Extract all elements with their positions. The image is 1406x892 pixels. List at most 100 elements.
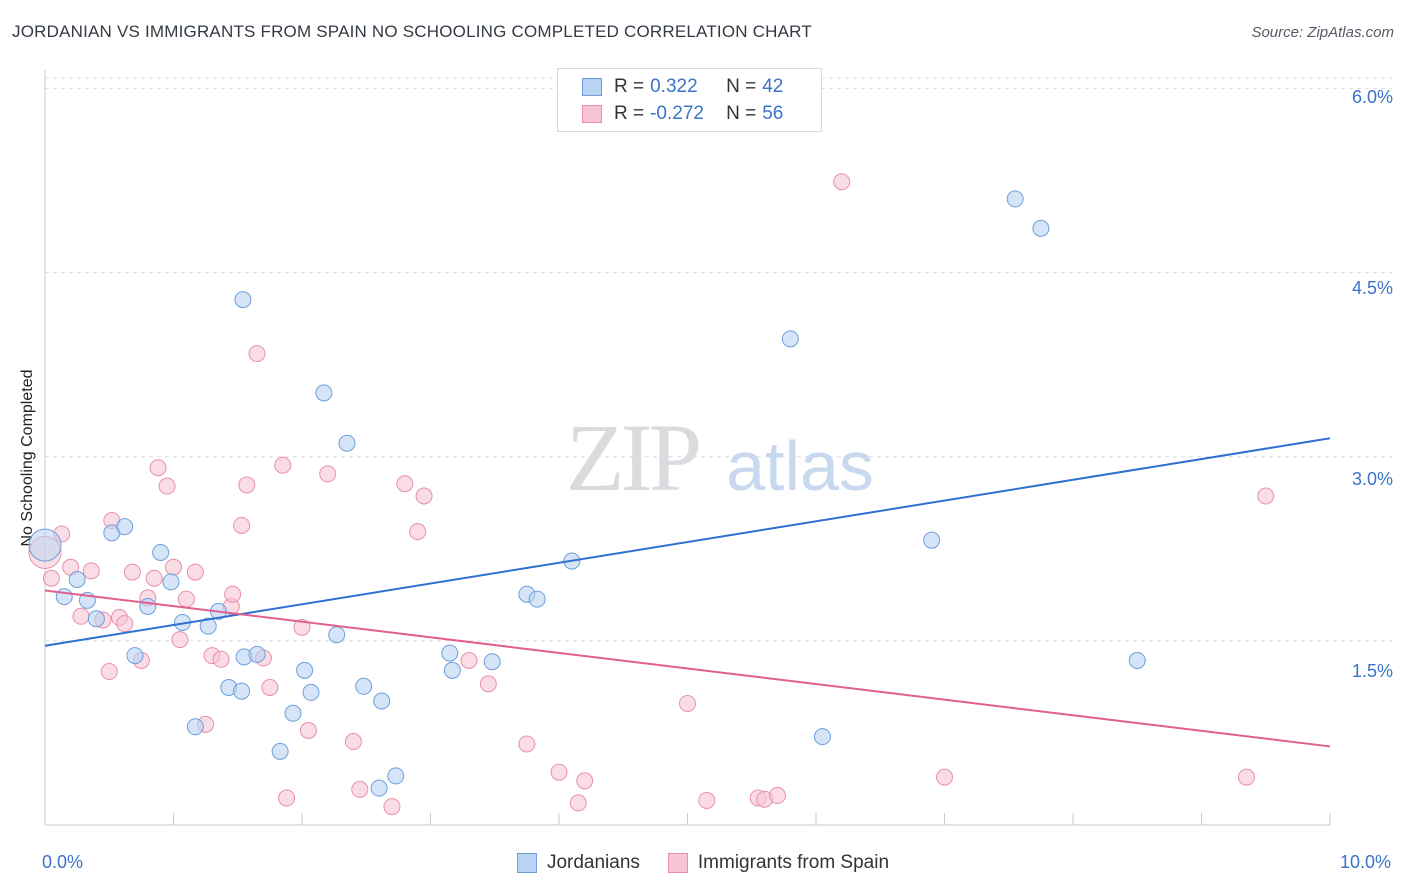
jordanian-point — [302, 683, 320, 701]
spain-point — [149, 459, 167, 477]
spain-point — [460, 651, 478, 669]
jordanian-point — [116, 518, 134, 536]
n-value: 42 — [762, 76, 784, 97]
jordanian-point — [28, 528, 62, 562]
spain-point — [42, 569, 60, 587]
spain-point — [72, 607, 90, 625]
jordanian-point — [923, 531, 941, 549]
spain-point — [569, 794, 587, 812]
spain-point — [833, 173, 851, 191]
jordanian-point — [373, 692, 391, 710]
legend-label-jordanians: Jordanians — [546, 852, 640, 873]
source-label: Source: ZipAtlas.com — [1251, 24, 1394, 41]
jordanian-point — [199, 617, 217, 635]
jordanian-point — [271, 742, 289, 760]
stats-swatch-pink — [582, 105, 602, 123]
jordanian-point — [152, 543, 170, 561]
spain-point — [278, 789, 296, 807]
jordanian-point — [139, 597, 157, 615]
n-value: 56 — [762, 103, 784, 124]
stats-row-jordanians: R = 0.322 N = 42 — [582, 76, 783, 98]
jordanian-point — [441, 644, 459, 662]
spain-point — [158, 477, 176, 495]
y-tick-label-3: 3.0% — [1351, 469, 1393, 489]
jordanian-point — [68, 570, 86, 588]
spain-point — [415, 487, 433, 505]
spain-point — [274, 456, 292, 474]
spain-point — [299, 721, 317, 739]
jordanian-point — [1006, 190, 1024, 208]
jordanian-point — [1128, 651, 1146, 669]
watermark-zip: ZIP — [566, 404, 699, 511]
jordanian-point — [233, 682, 251, 700]
r-label: R = — [614, 103, 645, 124]
jordanian-point — [370, 779, 388, 797]
legend-swatch-pink — [667, 853, 688, 873]
spain-point — [550, 763, 568, 781]
chart-title: JORDANIAN VS IMMIGRANTS FROM SPAIN NO SC… — [12, 22, 812, 41]
axes — [44, 70, 1331, 826]
spain-point — [679, 694, 696, 712]
spain-point — [383, 798, 401, 816]
jordanian-point — [87, 610, 105, 628]
stats-box: R = 0.322 N = 42 R = -0.272 N = 56 — [557, 68, 822, 132]
spain-point — [1257, 487, 1275, 505]
watermark: ZIP atlas — [566, 404, 874, 511]
y-tick-label-4-5: 4.5% — [1351, 278, 1393, 298]
spain-point — [261, 679, 279, 697]
spain-point — [248, 345, 266, 363]
jordanian-point — [284, 704, 302, 722]
y-tick-label-6: 6.0% — [1351, 87, 1393, 107]
r-label: R = — [614, 76, 645, 97]
spain-point — [238, 476, 256, 494]
jordanian-point — [234, 291, 252, 309]
trend-line-spain — [44, 589, 1331, 748]
watermark-atlas: atlas — [726, 427, 874, 505]
r-value: -0.272 — [650, 103, 704, 124]
spain-point — [576, 772, 594, 790]
jordanian-point — [781, 330, 799, 348]
spain-point — [171, 631, 189, 649]
jordanian-point — [162, 573, 180, 591]
jordanian-point — [338, 434, 356, 452]
spain-point — [1237, 768, 1255, 786]
spain-point — [351, 780, 369, 798]
spain-point — [165, 558, 182, 576]
jordanian-point — [315, 384, 333, 402]
spain-point — [233, 516, 251, 534]
spain-point — [319, 465, 337, 483]
x-tick-label-min: 0.0% — [42, 852, 84, 872]
jordanian-point — [1032, 219, 1050, 237]
jordanian-point — [443, 661, 461, 679]
x-tick-label-max: 10.0% — [1340, 852, 1392, 872]
spain-point — [479, 675, 497, 693]
jordanian-point — [328, 626, 346, 644]
spain-point — [145, 569, 163, 587]
spain-point — [518, 735, 536, 753]
spain-point — [116, 615, 134, 633]
trend-line-jordanians — [44, 437, 1331, 647]
y-tick-label-1-5: 1.5% — [1351, 661, 1393, 681]
spain-point — [212, 650, 230, 668]
spain-point — [224, 585, 242, 603]
spain-point — [123, 563, 141, 581]
jordanian-point — [355, 677, 373, 695]
legend: Jordanians Immigrants from Spain — [0, 852, 1406, 874]
legend-label-spain: Immigrants from Spain — [697, 852, 890, 873]
spain-point — [100, 663, 118, 681]
jordanian-point — [813, 728, 831, 746]
jordanian-point — [528, 590, 546, 608]
spain-point — [768, 787, 786, 805]
jordanian-point — [186, 718, 204, 736]
n-label: N = — [726, 76, 757, 97]
spain-point — [293, 618, 311, 636]
stats-swatch-blue — [582, 78, 602, 96]
jordanian-point — [483, 653, 501, 671]
jordanian-points — [28, 190, 1146, 797]
gridlines — [45, 77, 1392, 642]
legend-item-jordanians[interactable]: Jordanians — [516, 852, 640, 874]
spain-point — [344, 733, 362, 751]
spain-point — [177, 590, 195, 608]
legend-item-spain[interactable]: Immigrants from Spain — [667, 852, 890, 874]
